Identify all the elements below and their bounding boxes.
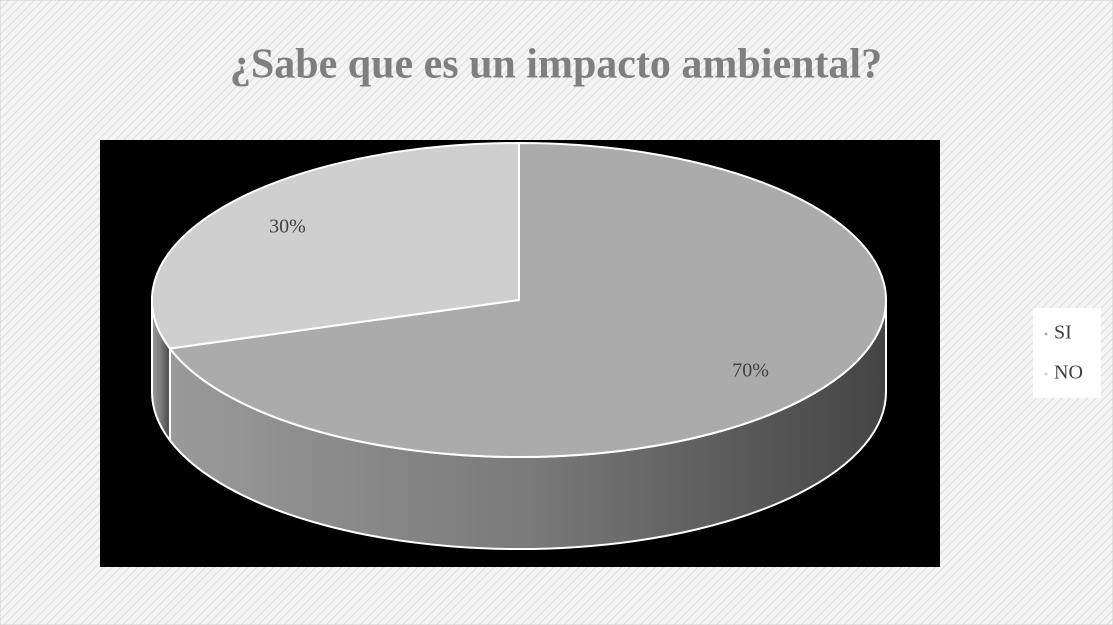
legend-box — [1033, 308, 1101, 398]
legend-marker — [1044, 332, 1048, 336]
data-label: 30% — [269, 216, 306, 238]
pie-slice — [151, 141, 520, 350]
pie-slice — [168, 141, 887, 458]
legend-label: NO — [1054, 362, 1083, 384]
legend-label: SI — [1054, 322, 1072, 344]
chart-title: ¿Sabe que es un impacto ambiental? — [230, 42, 882, 88]
legend-marker — [1044, 372, 1048, 376]
data-label: 70% — [732, 360, 769, 382]
